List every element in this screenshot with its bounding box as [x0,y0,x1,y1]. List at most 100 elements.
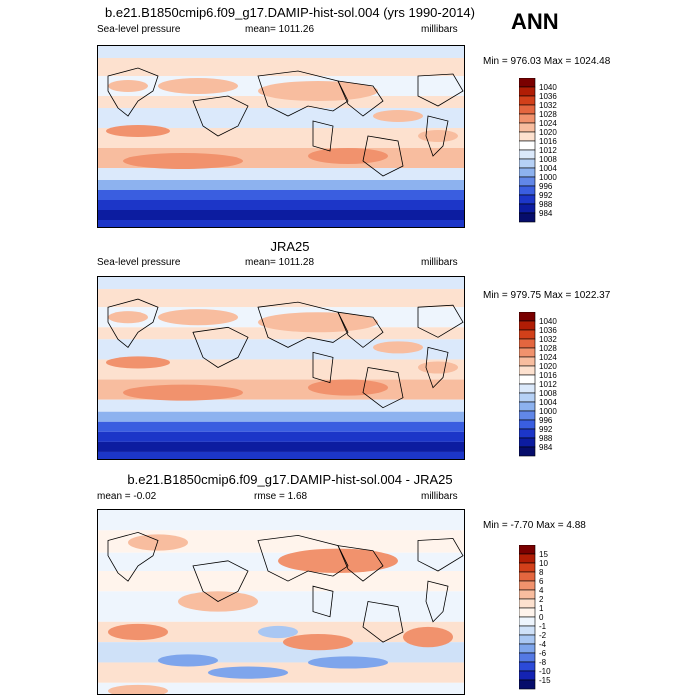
panel1-title: b.e21.B1850cmip6.f09_g17.DAMIP-hist-sol.… [105,5,475,20]
panel1-colorbar-swatch [519,158,536,169]
panel3-colorbar-tick-label: 15 [539,550,548,559]
map-field [98,277,464,459]
map-field [98,46,464,227]
coastline [362,367,404,409]
panel2-colorbar-swatch [519,410,536,421]
panel3-colorbar-tick-label: 4 [539,586,544,595]
panel1-colorbar-tick-label: 1000 [539,173,557,182]
panel2-units-label: millibars [421,257,458,268]
panel2-colorbar-swatch [519,392,536,403]
panel2-colorbar-swatch [519,365,536,376]
panel1-colorbar-swatch [519,176,536,187]
panel1-colorbar-swatch [519,95,536,106]
panel2-colorbar-tick-label: 992 [539,425,553,434]
panel1-colorbar-swatch [519,212,536,223]
panel1-colorbar-swatch [519,122,536,133]
coastline [417,304,464,338]
panel1-colorbar-tick-label: 1012 [539,146,557,155]
panel1-colorbar-swatch [519,131,536,142]
panel1-colorbar-swatch [519,167,536,178]
panel2-mean-label: mean= 1011.28 [245,257,315,268]
panel1-minmax: Min = 976.03 Max = 1024.48 [483,56,611,67]
panel2-colorbar-tick-label: 1012 [539,380,557,389]
panel1-map [97,45,465,228]
panel3-colorbar-swatch [519,634,536,645]
panel2-colorbar-swatch [519,338,536,349]
panel3-colorbar-swatch [519,616,536,627]
panel2-colorbar-swatch [519,428,536,439]
coastline [312,120,334,152]
panel3-colorbar-swatch [519,571,536,582]
panel2-colorbar-tick-label: 1020 [539,362,557,371]
panel1-colorbar-tick-label: 1032 [539,101,557,110]
panel1-mean-label: mean= 1011.26 [245,24,315,35]
panel2-title: JRA25 [270,239,310,254]
panel1-colorbar-swatch [519,86,536,97]
panel1-colorbar-tick-label: 992 [539,191,553,200]
panel3-colorbar-tick-label: 2 [539,595,544,604]
panel3-colorbar-swatch [519,580,536,591]
panel2-colorbar-tick-label: 1008 [539,389,557,398]
panel2-colorbar-tick-label: 1004 [539,398,557,407]
coastline [417,538,464,572]
panel2-map [97,276,465,460]
panel1-colorbar-tick-label: 984 [539,209,553,218]
coastline [337,311,384,348]
panel2-colorbar-swatch [519,383,536,394]
panel2-colorbar-swatch [519,347,536,358]
coastline [257,301,349,348]
panel3-colorbar-tick-label: 6 [539,577,544,586]
panel3-colorbar-swatch [519,661,536,672]
panel3-colorbar-swatch [519,562,536,573]
panel3-colorbar-tick-label: 0 [539,613,544,622]
panel3-minmax: Min = -7.70 Max = 4.88 [483,520,586,531]
coastline [192,95,249,137]
panel1-units-label: millibars [421,24,458,35]
map-field [98,510,464,694]
coastline [257,70,349,117]
panel3-colorbar-tick-label: -8 [539,658,547,667]
season-label: ANN [511,9,559,34]
panel2-colorbar-swatch [519,419,536,430]
panel3-colorbar-tick-label: 10 [539,559,548,568]
panel3-colorbar-tick-label: -1 [539,622,547,631]
panel3-rmse-label: rmse = 1.68 [254,491,308,502]
panel3-map-svg [98,510,464,694]
panel3-colorbar-swatch [519,589,536,600]
panel1-colorbar-swatch [519,185,536,196]
panel2-colorbar-tick-label: 1000 [539,407,557,416]
coastline [107,67,159,117]
panel1-colorbar-swatch [519,104,536,115]
panel2-colorbar: 1040103610321028102410201016101210081004… [519,312,557,457]
panel2-colorbar-swatch [519,437,536,448]
coastline [107,531,159,582]
coastline [425,580,449,623]
panel1-colorbar-tick-label: 1036 [539,92,557,101]
panel2-colorbar-swatch [519,356,536,367]
panel1-colorbar-swatch [519,113,536,124]
panel3-colorbar-swatch [519,625,536,636]
panel1-colorbar-tick-label: 1004 [539,164,557,173]
panel3-colorbar-swatch [519,670,536,681]
panel1-colorbar-swatch [519,140,536,151]
panel2-map-svg [98,277,464,459]
panel2-colorbar-swatch [519,329,536,340]
coastline [337,80,384,117]
panel2-colorbar-tick-label: 1040 [539,317,557,326]
panel1-colorbar-tick-label: 1016 [539,137,557,146]
coastline [417,73,464,107]
coastline [192,560,249,602]
panel1-colorbar-tick-label: 1028 [539,110,557,119]
panel1-colorbar-tick-label: 988 [539,200,553,209]
panel1-colorbar-tick-label: 1024 [539,119,557,128]
panel1-variable-label: Sea-level pressure [97,24,181,35]
panel2-colorbar-tick-label: 984 [539,443,553,452]
panel3-colorbar-swatch [519,598,536,609]
panel1-colorbar: 1040103610321028102410201016101210081004… [519,78,557,223]
panel3-colorbar-tick-label: -6 [539,649,547,658]
coastline [312,585,334,618]
panel2-colorbar-swatch [519,446,536,457]
panel2-minmax: Min = 979.75 Max = 1022.37 [483,290,611,301]
coastline [192,326,249,368]
